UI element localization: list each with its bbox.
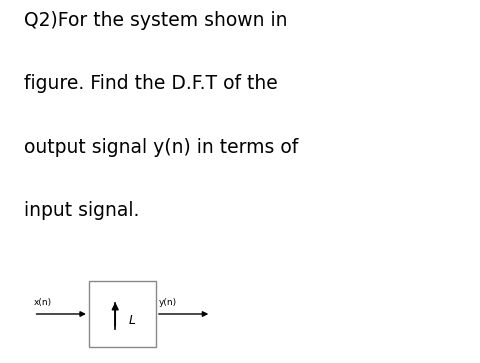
Text: input signal.: input signal.	[24, 201, 139, 220]
Text: output signal y(n) in terms of: output signal y(n) in terms of	[24, 138, 298, 157]
Text: x(n): x(n)	[34, 298, 52, 307]
Text: y(n): y(n)	[158, 298, 177, 307]
Text: Q2)For the system shown in: Q2)For the system shown in	[24, 11, 288, 30]
Text: figure. Find the D.F.T of the: figure. Find the D.F.T of the	[24, 74, 278, 93]
Bar	[89, 281, 156, 347]
Text: L: L	[129, 314, 136, 327]
